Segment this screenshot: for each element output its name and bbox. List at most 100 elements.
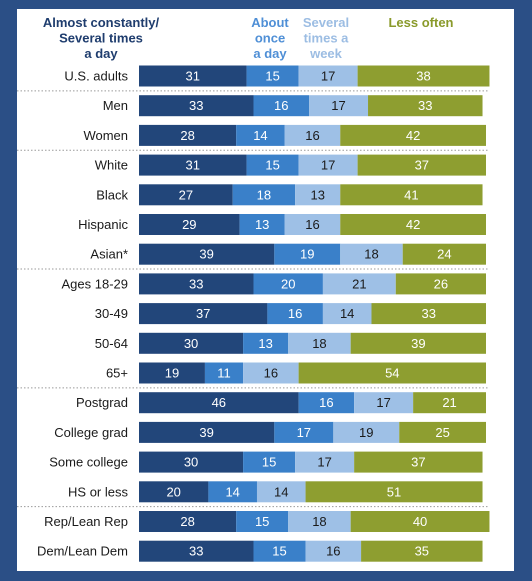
category-label: HS or less (68, 484, 128, 499)
bar-value-label: 17 (317, 455, 331, 470)
bar-value-label: 15 (265, 158, 279, 173)
bar-segment (139, 154, 247, 176)
bar-value-label: 46 (212, 395, 226, 410)
bar-segment (402, 243, 486, 265)
bar-segment (368, 95, 483, 117)
bar-value-label: 15 (255, 514, 269, 529)
bar-segment (232, 184, 296, 206)
bar-segment (399, 421, 486, 443)
bar-segment (139, 95, 254, 117)
bar-value-label: 29 (182, 217, 196, 232)
bar-segment (139, 273, 254, 295)
bar-segment (139, 511, 237, 532)
bar-segment (322, 273, 396, 295)
bar-value-label: 24 (437, 247, 451, 262)
bar-segment (357, 65, 490, 87)
bar-segment (246, 154, 299, 176)
bar-value-label: 39 (411, 336, 425, 351)
bar-value-label: 31 (186, 158, 200, 173)
bar-segment (284, 124, 341, 146)
bar-segment (139, 451, 244, 473)
bar-value-label: 18 (364, 247, 378, 262)
category-label: White (95, 158, 128, 173)
bar-value-label: 17 (376, 395, 390, 410)
bar-segment (253, 540, 306, 562)
bar-value-label: 17 (331, 98, 345, 113)
bar-value-label: 28 (180, 128, 194, 143)
bar-segment (284, 214, 341, 235)
bar-value-label: 39 (199, 247, 213, 262)
bar-value-label: 33 (189, 544, 203, 559)
category-label: Black (96, 187, 128, 202)
category-label: College grad (54, 425, 128, 440)
category-label: Postgrad (76, 395, 128, 410)
bar-value-label: 41 (404, 187, 418, 202)
bar-value-label: 38 (416, 69, 430, 84)
category-label: U.S. adults (64, 69, 128, 84)
bar-segment (371, 303, 486, 325)
series-header-3-line-0: Less often (388, 15, 453, 30)
category-label: 50-64 (95, 336, 128, 351)
bar-segment (139, 65, 247, 87)
bar-value-label: 16 (288, 306, 302, 321)
bar-value-label: 40 (413, 514, 427, 529)
bar-value-label: 16 (326, 544, 340, 559)
bar-segment (350, 511, 490, 532)
bar-value-label: 14 (225, 484, 239, 499)
bar-segment (340, 214, 486, 235)
bar-segment (139, 184, 233, 206)
bar-value-label: 37 (415, 158, 429, 173)
bar-segment (253, 273, 323, 295)
bar-value-label: 16 (274, 98, 288, 113)
bar-value-label: 51 (387, 484, 401, 499)
bar-segment (139, 214, 240, 235)
bar-segment (243, 332, 289, 354)
bar-segment (236, 511, 289, 532)
bar-value-label: 42 (406, 217, 420, 232)
series-header-2-line-1: times a (304, 31, 350, 46)
bar-segment (350, 332, 486, 354)
bar-segment (274, 421, 334, 443)
bar-value-label: 18 (257, 187, 271, 202)
bar-value-label: 17 (297, 425, 311, 440)
bar-value-label: 42 (406, 128, 420, 143)
bar-value-label: 20 (281, 276, 295, 291)
bar-value-label: 28 (180, 514, 194, 529)
series-header-1-line-1: once (255, 31, 285, 46)
bar-value-label: 16 (264, 366, 278, 381)
bar-value-label: 18 (312, 336, 326, 351)
bar-segment (139, 362, 205, 384)
category-label: Rep/Lean Rep (44, 514, 128, 529)
chart-panel: Almost constantly/Several times a day Abou… (17, 9, 514, 571)
series-header-2-line-0: Several (303, 15, 349, 30)
bar-segment (256, 481, 306, 503)
bar-segment (239, 214, 285, 235)
bar-segment (139, 303, 268, 325)
category-label: Women (83, 128, 128, 143)
bar-segment (253, 95, 310, 117)
bar-segment (340, 243, 403, 265)
bar-segment (357, 154, 486, 176)
bar-segment (246, 65, 299, 87)
bar-value-label: 15 (272, 544, 286, 559)
bar-segment (333, 421, 400, 443)
bar-segment (413, 392, 486, 414)
series-header-0-line-0: Almost constantly/ (43, 15, 160, 30)
bar-value-label: 54 (385, 366, 399, 381)
category-label: 65+ (106, 366, 128, 381)
bar-segment (354, 392, 414, 414)
category-label: Some college (49, 455, 128, 470)
series-header-0-line-1: Several times (59, 31, 143, 46)
bar-segment (295, 451, 355, 473)
bar-segment (139, 481, 209, 503)
bar-value-label: 16 (319, 395, 333, 410)
bar-segment (298, 154, 358, 176)
bar-value-label: 25 (435, 425, 449, 440)
bar-segment (243, 362, 299, 384)
series-header-0-line-2: a day (84, 46, 118, 61)
bar-value-label: 20 (166, 484, 180, 499)
bar-segment (288, 332, 351, 354)
bar-value-label: 35 (415, 544, 429, 559)
category-label: Men (103, 98, 128, 113)
